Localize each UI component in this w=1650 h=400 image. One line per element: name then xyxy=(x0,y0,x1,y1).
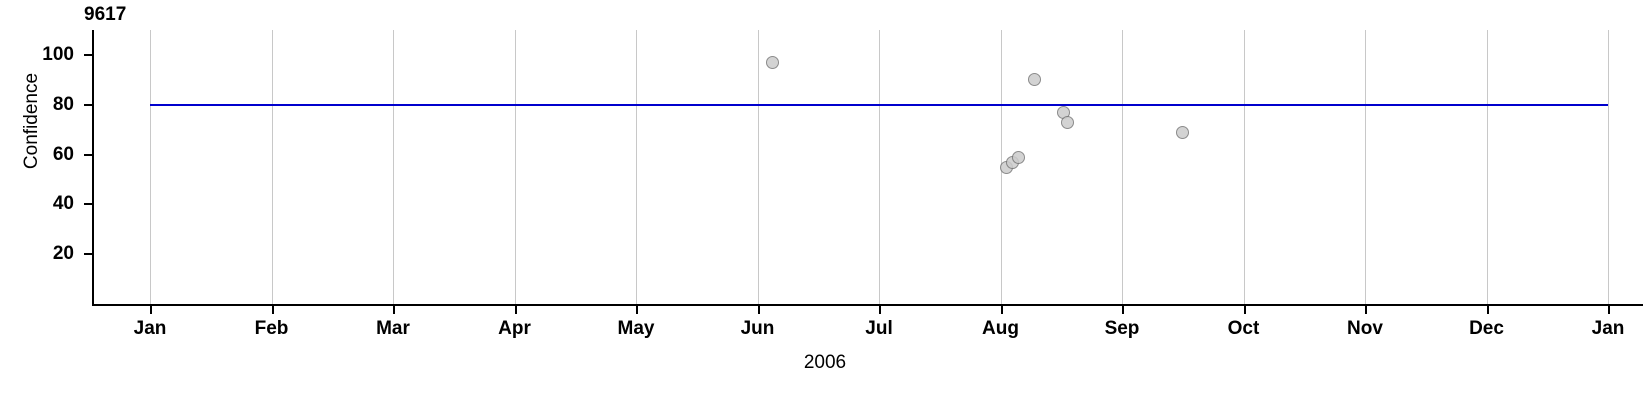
y-tick-label: 40 xyxy=(52,193,74,215)
gridline-vertical xyxy=(1365,30,1366,304)
x-tick-mark xyxy=(879,306,881,314)
x-tick-label: Jul xyxy=(865,318,893,339)
x-tick-label: Nov xyxy=(1347,318,1383,339)
threshold-line xyxy=(150,103,1608,106)
x-tick-mark xyxy=(271,306,274,314)
x-tick-label: Aug xyxy=(982,318,1019,339)
y-tick-mark xyxy=(84,153,92,156)
x-tick-mark xyxy=(1365,306,1367,314)
gridline-vertical xyxy=(1122,30,1123,304)
y-tick-mark xyxy=(84,203,92,206)
x-tick-label: Sep xyxy=(1104,318,1140,339)
x-tick-label: Jan xyxy=(133,318,167,339)
y-tick-mark xyxy=(84,53,92,56)
x-tick-mark xyxy=(636,306,638,314)
x-tick-mark xyxy=(1486,306,1489,314)
x-tick-label: Jan xyxy=(1591,318,1625,339)
data-point xyxy=(1060,115,1074,129)
x-tick-mark xyxy=(1243,306,1246,314)
plot-area: 20 40 60 80 100 Jan Feb Mar Apr May Jun Jul Aug Sep O… xyxy=(42,30,1643,339)
data-point xyxy=(1028,73,1042,87)
x-tick-label: Dec xyxy=(1469,318,1504,339)
y-tick-mark xyxy=(84,103,92,106)
gridline-vertical xyxy=(271,30,273,304)
gridline-vertical xyxy=(1608,30,1609,304)
x-axis-label: 2006 xyxy=(803,352,847,373)
x-tick-label: Apr xyxy=(498,318,531,339)
y-tick-label: 60 xyxy=(52,143,74,165)
data-point xyxy=(1012,150,1026,164)
gridline-vertical xyxy=(636,30,637,304)
data-point xyxy=(765,55,779,69)
x-tick-mark xyxy=(514,306,517,314)
x-tick-mark xyxy=(1122,306,1124,314)
x-tick-label: Mar xyxy=(376,318,410,339)
x-tick-mark xyxy=(393,306,395,314)
chart-title: 9617 xyxy=(84,4,127,25)
y-axis-line xyxy=(92,30,94,306)
y-tick-mark xyxy=(84,253,92,256)
gridline-vertical xyxy=(393,30,394,304)
gridline-vertical xyxy=(1243,30,1245,304)
x-tick-label: Feb xyxy=(254,318,289,339)
x-tick-mark xyxy=(1000,306,1003,314)
x-tick-mark xyxy=(1608,306,1610,314)
y-tick-label: 100 xyxy=(42,43,74,65)
gridline-vertical xyxy=(757,30,759,304)
x-tick-label: May xyxy=(617,318,655,339)
y-tick-label: 20 xyxy=(52,243,74,265)
y-tick-label: 80 xyxy=(52,93,74,115)
x-axis-line xyxy=(92,304,1643,306)
data-point xyxy=(1176,125,1190,139)
gridline-vertical xyxy=(1486,30,1488,304)
gridline-vertical xyxy=(879,30,880,304)
x-tick-label: Jun xyxy=(740,318,775,339)
gridline-vertical xyxy=(514,30,516,304)
x-tick-mark xyxy=(150,306,152,314)
x-tick-mark xyxy=(757,306,760,314)
x-tick-label: Oct xyxy=(1227,318,1260,339)
gridline-vertical xyxy=(150,30,151,304)
